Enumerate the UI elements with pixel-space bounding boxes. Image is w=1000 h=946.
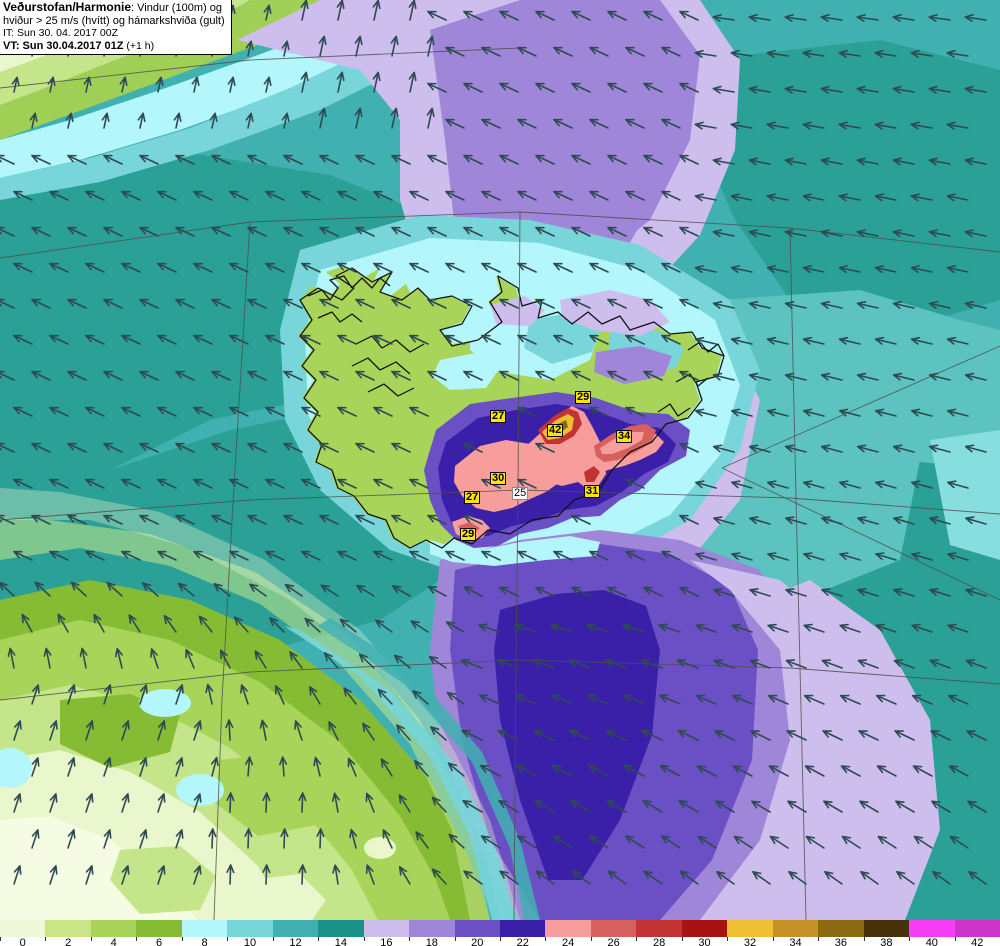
caption-model-name: Veðurstofan/Harmonie xyxy=(3,0,131,14)
colorbar-band xyxy=(500,920,545,937)
gust-value-label: 29 xyxy=(460,528,476,541)
weather-map-canvas[interactable]: 27 42 29 34 30 25 27 31 29 xyxy=(0,0,1000,920)
colorbar-strip xyxy=(0,920,1000,937)
colorbar-tick xyxy=(773,937,774,941)
wind-field-svg xyxy=(0,0,1000,920)
colorbar-tick-label: 24 xyxy=(562,937,574,946)
caption-valid-time: VT: Sun 30.04.2017 01Z (+1 h) xyxy=(3,40,227,53)
colorbar-band xyxy=(0,920,45,937)
colorbar-tick-label: 16 xyxy=(380,937,392,946)
colorbar-tick-label: 32 xyxy=(744,937,756,946)
colorbar-band xyxy=(727,920,772,937)
colorbar-band xyxy=(364,920,409,937)
colorbar-band xyxy=(864,920,909,937)
colorbar-tick xyxy=(0,937,1,941)
colorbar-tick-label: 26 xyxy=(608,937,620,946)
forecast-caption-box: Veðurstofan/Harmonie: Vindur (100m) og h… xyxy=(0,0,232,55)
colorbar-tick xyxy=(545,937,546,941)
colorbar-tick-label: 12 xyxy=(289,937,301,946)
colorbar-tick xyxy=(682,937,683,941)
colorbar-tick xyxy=(273,937,274,941)
caption-source-line: Veðurstofan/Harmonie: Vindur (100m) og xyxy=(3,1,227,15)
colorbar-tick xyxy=(955,937,956,941)
colorbar-tick-label: 38 xyxy=(880,937,892,946)
colorbar-tick xyxy=(182,937,183,941)
colorbar-tick xyxy=(318,937,319,941)
colorbar-tick-label: 6 xyxy=(156,937,162,946)
caption-gust-line: hviður > 25 m/s (hvítt) og hámarkshviða … xyxy=(3,15,227,28)
colorbar-band xyxy=(318,920,363,937)
colorbar-tick-label: 30 xyxy=(698,937,710,946)
colorbar-band xyxy=(955,920,1000,937)
caption-init-time: IT: Sun 30. 04. 2017 00Z xyxy=(3,27,227,40)
colorbar-tick-label: 40 xyxy=(926,937,938,946)
colorbar-band xyxy=(91,920,136,937)
colorbar-band xyxy=(545,920,590,937)
wind-speed-colorbar: 0 2 4 6 8 10 12 14 16 18 20 22 24 26 28 30 32 34 36 38 40 42 xyxy=(0,920,1000,946)
colorbar-tick xyxy=(500,937,501,941)
colorbar-tick xyxy=(409,937,410,941)
colorbar-tick xyxy=(636,937,637,941)
gust-value-label: 27 xyxy=(464,491,480,504)
colorbar-tick-label: 28 xyxy=(653,937,665,946)
colorbar-band xyxy=(227,920,272,937)
colorbar-tick xyxy=(364,937,365,941)
colorbar-tick-label: 0 xyxy=(20,937,26,946)
caption-valid-time-value: VT: Sun 30.04.2017 01Z xyxy=(3,40,123,52)
colorbar-tick-label: 36 xyxy=(835,937,847,946)
colorbar-tick-label: 22 xyxy=(517,937,529,946)
colorbar-tick xyxy=(455,937,456,941)
colorbar-tick xyxy=(864,937,865,941)
colorbar-band xyxy=(136,920,181,937)
colorbar-tick xyxy=(818,937,819,941)
colorbar-tick-label: 2 xyxy=(65,937,71,946)
colorbar-band xyxy=(818,920,863,937)
colorbar-band xyxy=(455,920,500,937)
gust-value-label: 27 xyxy=(490,410,506,423)
colorbar-band xyxy=(682,920,727,937)
colorbar-tick xyxy=(136,937,137,941)
colorbar-tick-label: 18 xyxy=(426,937,438,946)
colorbar-band xyxy=(773,920,818,937)
colorbar-tick xyxy=(727,937,728,941)
colorbar-tick-labels: 0 2 4 6 8 10 12 14 16 18 20 22 24 26 28 30 32 34 36 38 40 42 xyxy=(0,937,1000,946)
colorbar-band xyxy=(909,920,954,937)
colorbar-tick-label: 8 xyxy=(201,937,207,946)
colorbar-band xyxy=(636,920,681,937)
colorbar-tick xyxy=(591,937,592,941)
colorbar-tick xyxy=(227,937,228,941)
colorbar-band xyxy=(182,920,227,937)
weather-map-page: 27 42 29 34 30 25 27 31 29 Veðurstofan/Harmonie:… xyxy=(0,0,1000,946)
gust-value-label: 42 xyxy=(547,424,563,437)
caption-parameter: : Vindur (100m) og xyxy=(131,2,222,14)
colorbar-tick-label: 14 xyxy=(335,937,347,946)
gust-value-label: 34 xyxy=(616,430,632,443)
colorbar-tick-label: 34 xyxy=(789,937,801,946)
gust-value-label: 31 xyxy=(584,485,600,498)
gust-value-label: 29 xyxy=(575,391,591,404)
colorbar-band xyxy=(45,920,90,937)
colorbar-tick-label: 42 xyxy=(971,937,983,946)
colorbar-band xyxy=(409,920,454,937)
colorbar-tick xyxy=(909,937,910,941)
colorbar-band xyxy=(273,920,318,937)
colorbar-tick xyxy=(45,937,46,941)
colorbar-tick-label: 20 xyxy=(471,937,483,946)
colorbar-tick-label: 10 xyxy=(244,937,256,946)
colorbar-tick-label: 4 xyxy=(111,937,117,946)
gust-value-label: 25 xyxy=(512,487,528,500)
colorbar-band xyxy=(591,920,636,937)
caption-lead-time: (+1 h) xyxy=(126,40,154,52)
gust-value-label: 30 xyxy=(490,472,506,485)
colorbar-tick xyxy=(91,937,92,941)
